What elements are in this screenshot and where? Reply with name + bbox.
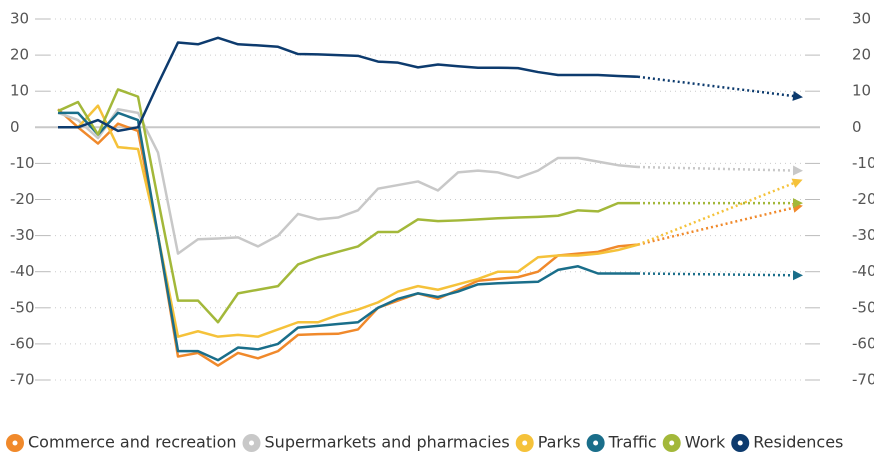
legend-label: Commerce and recreation [28, 433, 237, 452]
legend-marker-dot [593, 440, 599, 446]
y2-tick-label: -10 [852, 154, 874, 172]
y2-tick-label: -50 [852, 298, 874, 316]
line-series [57, 108, 639, 255]
y2-tick-label: 0 [852, 118, 862, 136]
line-series [58, 111, 638, 362]
y-tick-label: -20 [10, 190, 35, 208]
y2-tick-label: -60 [852, 334, 874, 352]
line-series [57, 88, 638, 324]
y-tick-label: -50 [10, 298, 35, 316]
y2-tick-label: -20 [852, 190, 874, 208]
projection-line [637, 178, 803, 246]
y-tick-label: 20 [10, 46, 29, 64]
y-tick-label: -60 [10, 334, 35, 352]
y-tick-label: 10 [10, 82, 29, 100]
line-series [58, 104, 639, 338]
legend-label: Traffic [608, 433, 657, 452]
projection-line [637, 270, 803, 281]
y-tick-label: -10 [10, 154, 35, 172]
y2-tick-label: -70 [852, 371, 874, 389]
legend-label: Work [685, 433, 726, 452]
y-tick-label: -70 [10, 371, 35, 389]
y2-tick-label: -40 [852, 262, 874, 280]
y-tick-label: -40 [10, 262, 35, 280]
y2-tick-label: 30 [852, 10, 871, 28]
legend-marker-dot [737, 440, 743, 446]
legend-marker-dot [522, 440, 528, 446]
legend-label: Supermarkets and pharmacies [265, 433, 510, 452]
line-series [58, 36, 639, 133]
legend-marker-dot [669, 440, 675, 446]
y-tick-label: 0 [10, 118, 20, 136]
line-series [57, 108, 639, 367]
legend-label: Parks [538, 433, 581, 452]
legend-marker-dot [12, 440, 18, 446]
y2-tick-label: 20 [852, 46, 871, 64]
y2-tick-label: -30 [852, 226, 874, 244]
legend-label: Residences [753, 433, 843, 452]
y-tick-label: 30 [10, 10, 29, 28]
y-tick-label: -30 [10, 226, 35, 244]
y2-tick-label: 10 [852, 82, 871, 100]
legend-marker-dot [249, 440, 255, 446]
projection-line [637, 75, 803, 101]
projection-line [637, 165, 803, 176]
